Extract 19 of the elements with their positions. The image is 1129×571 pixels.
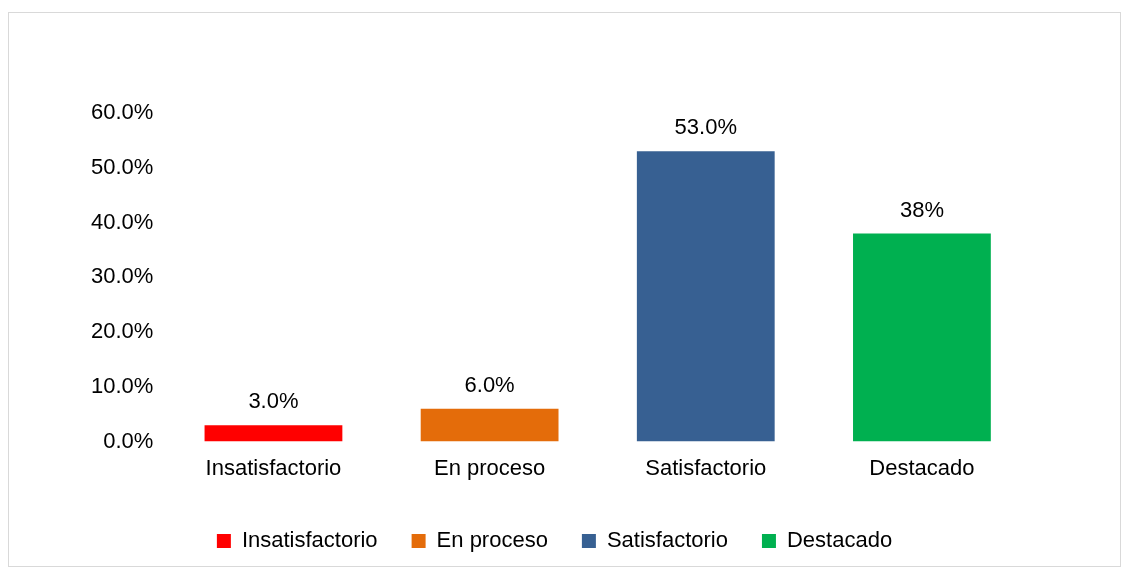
y-tick-label: 20.0% <box>90 318 154 344</box>
data-label: 38% <box>899 196 944 222</box>
y-tick-label: 60.0% <box>90 99 154 125</box>
legend-label: En proceso <box>436 527 548 553</box>
legend-label: Insatisfactorio <box>241 527 378 553</box>
y-tick-label: 50.0% <box>90 153 154 179</box>
y-tick-label: 10.0% <box>90 372 154 398</box>
x-tick-label: Insatisfactorio <box>205 454 342 480</box>
legend-label: Destacado <box>786 527 893 553</box>
y-tick-label: 30.0% <box>90 263 154 289</box>
x-tick-label: En proceso <box>433 454 546 480</box>
x-tick-label: Destacado <box>869 454 975 480</box>
data-label: 3.0% <box>248 388 299 414</box>
data-label: 6.0% <box>464 371 515 397</box>
y-tick-label: 0.0% <box>103 427 154 453</box>
y-tick-label: 40.0% <box>90 208 154 234</box>
legend-label: Satisfactorio <box>606 527 728 553</box>
x-tick-label: Satisfactorio <box>645 454 767 480</box>
data-label: 53.0% <box>674 114 737 140</box>
